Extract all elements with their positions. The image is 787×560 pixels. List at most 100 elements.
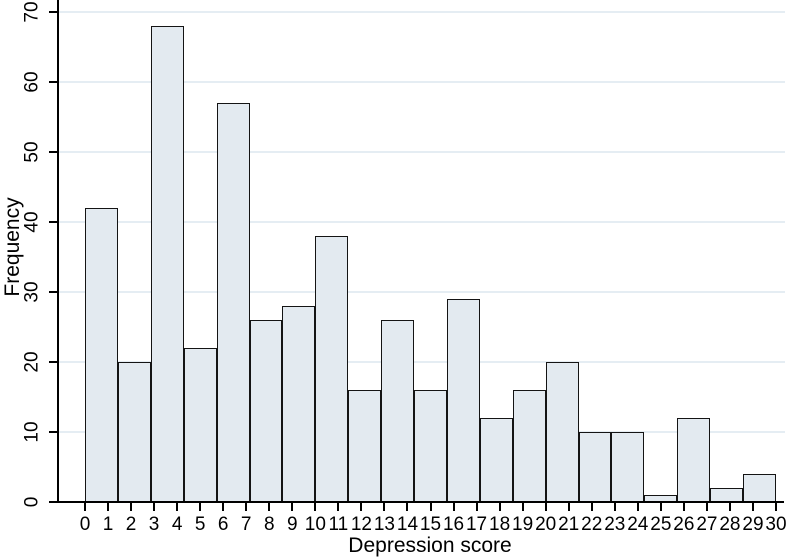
- y-gridline: [59, 11, 785, 13]
- histogram-bar: [710, 488, 744, 502]
- y-gridline: [59, 221, 785, 223]
- x-tick-label: 21: [558, 514, 580, 535]
- x-tick-label: 4: [171, 514, 183, 535]
- x-tick-mark: [452, 503, 455, 511]
- x-tick-label: 10: [304, 514, 326, 535]
- x-tick-label: 16: [442, 514, 465, 535]
- x-tick-label: 6: [217, 514, 229, 535]
- y-tick-mark: [49, 11, 57, 13]
- x-tick-mark: [337, 503, 340, 511]
- histogram-bar: [282, 306, 316, 502]
- x-tick-label: 5: [194, 514, 206, 535]
- x-tick-label: 23: [604, 514, 626, 535]
- x-tick-mark: [728, 503, 731, 511]
- x-tick-mark: [107, 503, 110, 511]
- histogram-bar: [545, 362, 579, 502]
- histogram-bar: [578, 432, 612, 502]
- histogram-bar: [479, 418, 513, 502]
- x-tick-label: 27: [696, 514, 718, 535]
- x-tick-label: 7: [240, 514, 252, 535]
- x-tick-label: 2: [125, 514, 137, 535]
- x-axis-title: Depression score: [348, 534, 512, 557]
- y-tick-mark: [49, 151, 57, 153]
- histogram-bar: [611, 432, 645, 502]
- histogram-bar: [249, 320, 283, 502]
- x-tick-mark: [636, 503, 639, 511]
- x-tick-mark: [291, 503, 294, 511]
- x-tick-label: 12: [350, 514, 372, 535]
- histogram-bar: [117, 362, 151, 502]
- x-tick-mark: [544, 503, 547, 511]
- y-tick-label: 70: [21, 1, 43, 23]
- y-tick-label: 30: [21, 281, 43, 303]
- x-tick-mark: [705, 503, 708, 511]
- x-tick-mark: [176, 503, 179, 511]
- y-tick-label: 60: [21, 71, 43, 93]
- x-tick-mark: [659, 503, 662, 511]
- histogram-bar: [414, 390, 447, 502]
- x-tick-mark: [314, 503, 317, 511]
- x-tick-label: 3: [148, 514, 160, 535]
- x-tick-mark: [245, 503, 248, 511]
- y-tick-mark: [49, 361, 57, 363]
- x-tick-label: 1: [102, 514, 114, 535]
- x-tick-mark: [199, 503, 202, 511]
- x-tick-mark: [84, 503, 86, 511]
- y-tick-label: 50: [21, 141, 43, 163]
- x-tick-mark: [383, 503, 386, 511]
- x-tick-mark: [360, 503, 363, 511]
- x-tick-label: 0: [79, 514, 91, 535]
- x-tick-label: 18: [489, 514, 511, 535]
- x-tick-label: 14: [396, 514, 419, 535]
- x-tick-mark: [775, 503, 777, 511]
- y-tick-mark: [49, 221, 57, 223]
- y-gridline: [59, 291, 785, 293]
- x-tick-label: 20: [535, 514, 557, 535]
- y-tick-mark: [49, 501, 57, 503]
- y-tick-mark: [49, 81, 57, 83]
- x-tick-label: 15: [419, 514, 442, 535]
- y-tick-label: 10: [21, 421, 43, 443]
- y-gridline: [59, 81, 785, 83]
- x-tick-label: 22: [581, 514, 603, 535]
- y-axis-line: [57, 0, 59, 503]
- y-tick-mark: [49, 431, 57, 433]
- x-tick-label: 25: [650, 514, 672, 535]
- y-tick-label: 20: [21, 351, 43, 373]
- x-tick-label: 24: [627, 514, 649, 535]
- y-tick-label: 40: [21, 211, 43, 233]
- histogram-bar: [446, 299, 480, 502]
- histogram-bar: [677, 418, 711, 502]
- x-tick-label: 30: [765, 514, 787, 535]
- histogram-bar: [85, 208, 118, 502]
- x-tick-label: 17: [465, 514, 488, 535]
- histogram-bar: [150, 26, 184, 502]
- x-tick-mark: [751, 503, 754, 511]
- x-tick-label: 9: [287, 514, 298, 535]
- histogram-bar: [216, 103, 250, 502]
- x-tick-mark: [567, 503, 570, 511]
- histogram-bar: [183, 348, 217, 502]
- x-tick-label: 13: [373, 514, 395, 535]
- x-tick-mark: [498, 503, 501, 511]
- histogram-bar: [512, 390, 546, 502]
- histogram-bar: [315, 236, 349, 502]
- y-tick-mark: [49, 291, 57, 293]
- x-tick-label: 8: [263, 514, 275, 535]
- x-tick-mark: [153, 503, 156, 511]
- y-gridline: [59, 151, 785, 153]
- y-axis-title: Frequency: [1, 197, 24, 297]
- x-tick-label: 26: [673, 514, 695, 535]
- x-tick-label: 19: [512, 514, 534, 535]
- x-tick-mark: [590, 503, 593, 511]
- x-tick-label: 11: [328, 514, 349, 535]
- x-tick-mark: [130, 503, 133, 511]
- x-tick-mark: [429, 503, 432, 511]
- y-gridline: [59, 361, 785, 363]
- y-tick-label: 0: [21, 496, 43, 508]
- x-tick-mark: [406, 503, 409, 511]
- x-tick-label: 29: [742, 514, 764, 535]
- histogram-bar: [381, 320, 415, 502]
